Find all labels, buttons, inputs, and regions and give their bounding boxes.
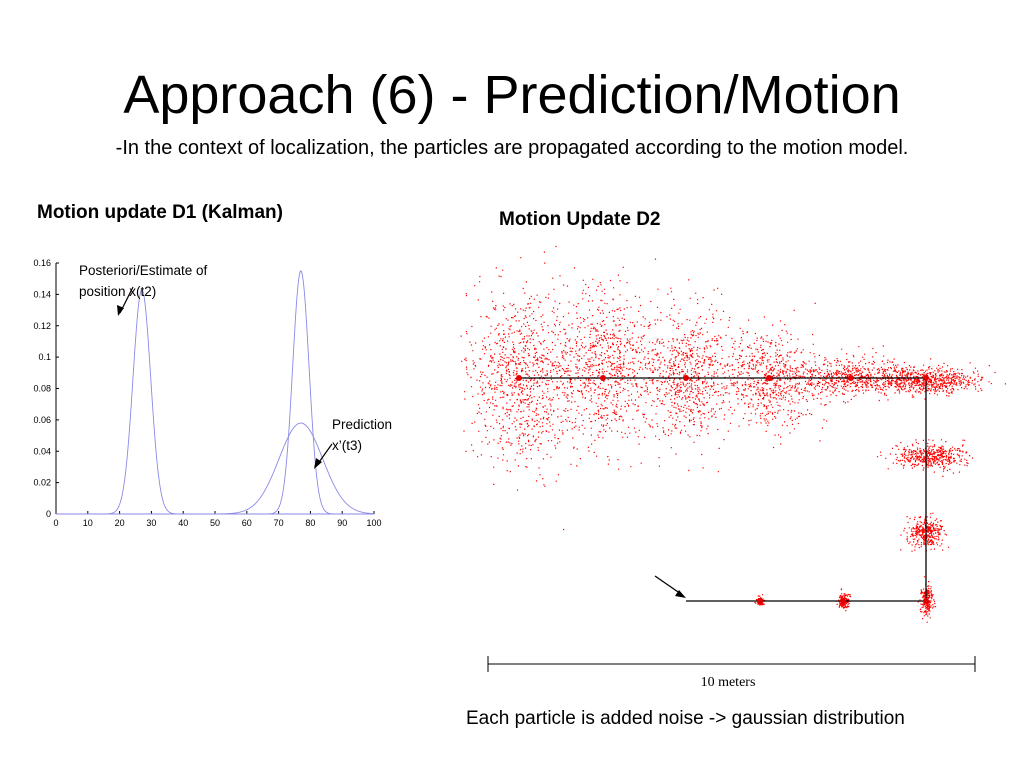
y-tick-label: 0.02 bbox=[33, 478, 51, 488]
waypoint-marker bbox=[516, 375, 522, 381]
x-tick-label: 70 bbox=[274, 518, 284, 528]
annotation-arrowhead-prediction bbox=[314, 458, 322, 469]
x-tick-label: 10 bbox=[83, 518, 93, 528]
x-tick-label: 90 bbox=[337, 518, 347, 528]
scale-bar-label: 10 meters bbox=[701, 675, 756, 690]
chart-series bbox=[56, 270, 375, 515]
x-tick-label: 60 bbox=[242, 518, 252, 528]
start-arrow bbox=[654, 575, 682, 595]
x-tick-label: 100 bbox=[366, 518, 381, 528]
annotation-prediction-line-1: Prediction bbox=[332, 417, 392, 432]
annotation-posteriori-line-1: Posteriori/Estimate of bbox=[79, 263, 208, 278]
waypoint-marker bbox=[923, 375, 929, 381]
y-tick-label: 0.06 bbox=[33, 415, 51, 425]
waypoint-marker bbox=[757, 598, 763, 604]
chart-title-d2: Motion Update D2 bbox=[499, 209, 661, 230]
slide-subtitle: -In the context of localization, the par… bbox=[115, 137, 909, 159]
waypoint-marker bbox=[766, 375, 772, 381]
annotation-prediction-line-2: x’(t3) bbox=[332, 438, 362, 453]
y-tick-label: 0.14 bbox=[33, 289, 51, 299]
waypoint-marker bbox=[848, 375, 854, 381]
waypoint-marker bbox=[683, 375, 689, 381]
slide-caption: Each particle is added noise -> gaussian… bbox=[466, 708, 905, 729]
x-tick-label: 50 bbox=[210, 518, 220, 528]
particle-cloud bbox=[460, 245, 1007, 623]
path-waypoints bbox=[516, 375, 929, 604]
chart-title-d1: Motion update D1 (Kalman) bbox=[37, 202, 283, 223]
gaussian-series-line bbox=[56, 422, 375, 515]
y-tick-label: 0.12 bbox=[33, 321, 51, 331]
y-tick-label: 0 bbox=[46, 509, 51, 519]
slide-title: Approach (6) - Prediction/Motion bbox=[123, 65, 901, 125]
x-tick-label: 30 bbox=[146, 518, 156, 528]
waypoint-marker bbox=[923, 598, 929, 604]
x-tick-label: 20 bbox=[115, 518, 125, 528]
waypoint-marker bbox=[840, 598, 846, 604]
x-tick-label: 0 bbox=[53, 518, 58, 528]
y-tick-label: 0.16 bbox=[33, 258, 51, 268]
annotation-posteriori-line-2: position x(t2) bbox=[79, 284, 156, 299]
y-tick-label: 0.04 bbox=[33, 446, 51, 456]
annotation-arrowhead-posteriori bbox=[117, 305, 124, 316]
x-tick-label: 40 bbox=[178, 518, 188, 528]
chart-axes: 0 10 20 30 40 50 60 70 80 90 100 0 0.02 0.04 0.06 0.08 0… bbox=[33, 258, 381, 528]
waypoint-marker bbox=[600, 375, 606, 381]
y-tick-label: 0.1 bbox=[38, 352, 51, 362]
y-tick-label: 0.08 bbox=[33, 384, 51, 394]
robot-path bbox=[519, 377, 927, 602]
particle-points bbox=[460, 245, 1007, 623]
start-arrowhead bbox=[675, 590, 686, 598]
x-tick-label: 80 bbox=[305, 518, 315, 528]
